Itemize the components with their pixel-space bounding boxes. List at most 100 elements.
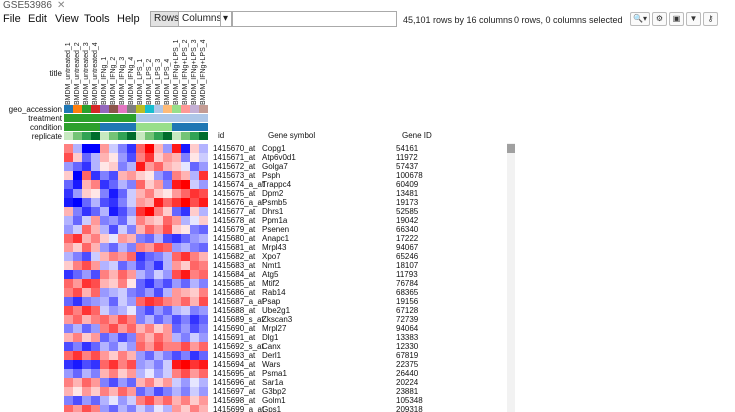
heatmap-cell[interactable] (109, 261, 118, 270)
heatmap-cell[interactable] (136, 279, 145, 288)
heatmap-cell[interactable] (181, 171, 190, 180)
heatmap-cell[interactable] (73, 216, 82, 225)
heatmap-cell[interactable] (154, 189, 163, 198)
heatmap-cell[interactable] (64, 252, 73, 261)
column-name[interactable]: BMDM_IFNg_4 (127, 38, 136, 105)
heatmap-cell[interactable] (100, 369, 109, 378)
heatmap-cell[interactable] (136, 297, 145, 306)
heatmap-cell[interactable] (163, 144, 172, 153)
table-row[interactable]: 1415684_at Atg5 11793 (212, 270, 508, 279)
heatmap-cell[interactable] (190, 261, 199, 270)
heatmap-cell[interactable] (91, 234, 100, 243)
heatmap-cell[interactable] (118, 369, 127, 378)
heatmap-cell[interactable] (91, 279, 100, 288)
heatmap-cell[interactable] (100, 333, 109, 342)
heatmap-cell[interactable] (100, 306, 109, 315)
heatmap-cell[interactable] (172, 252, 181, 261)
heatmap-cell[interactable] (154, 207, 163, 216)
heatmap-cell[interactable] (109, 207, 118, 216)
heatmap-cell[interactable] (190, 351, 199, 360)
column-name[interactable]: BMDM_IFNg_2 (109, 38, 118, 105)
heatmap-cell[interactable] (199, 189, 208, 198)
heatmap-cell[interactable] (127, 261, 136, 270)
heatmap-cell[interactable] (172, 288, 181, 297)
heatmap-cell[interactable] (64, 225, 73, 234)
heatmap-cell[interactable] (199, 351, 208, 360)
heatmap-cell[interactable] (100, 315, 109, 324)
heatmap-cell[interactable] (145, 297, 154, 306)
heatmap-cell[interactable] (181, 279, 190, 288)
close-icon[interactable]: ✕ (56, 0, 66, 11)
column-name[interactable]: BMDM_untreated_4 (91, 38, 100, 105)
table-row[interactable]: 1415690_at Mrpl27 94064 (212, 324, 508, 333)
table-row[interactable]: 1415676_a_at Psmb5 19173 (212, 198, 508, 207)
heatmap-cell[interactable] (109, 378, 118, 387)
heatmap-cell[interactable] (73, 180, 82, 189)
heatmap-cell[interactable] (127, 198, 136, 207)
heatmap-cell[interactable] (145, 405, 154, 412)
heatmap-cell[interactable] (73, 261, 82, 270)
heatmap-cell[interactable] (154, 342, 163, 351)
heatmap-cell[interactable] (136, 396, 145, 405)
table-row[interactable]: 1415691_at Dlg1 13383 (212, 333, 508, 342)
heatmap-cell[interactable] (82, 171, 91, 180)
heatmap-cell[interactable] (109, 324, 118, 333)
heatmap-cell[interactable] (145, 234, 154, 243)
heatmap-cell[interactable] (109, 216, 118, 225)
heatmap-cell[interactable] (163, 198, 172, 207)
heatmap-cell[interactable] (82, 216, 91, 225)
heatmap-cell[interactable] (118, 207, 127, 216)
heatmap-cell[interactable] (145, 279, 154, 288)
table-row[interactable]: 1415695_at Psma1 26440 (212, 369, 508, 378)
heatmap-cell[interactable] (127, 387, 136, 396)
heatmap-cell[interactable] (136, 144, 145, 153)
heatmap-cell[interactable] (100, 198, 109, 207)
heatmap-cell[interactable] (118, 261, 127, 270)
heatmap-cell[interactable] (109, 234, 118, 243)
heatmap-cell[interactable] (181, 378, 190, 387)
rows-toggle-button[interactable]: Rows (150, 11, 179, 27)
heatmap[interactable] (64, 144, 208, 412)
heatmap-cell[interactable] (127, 297, 136, 306)
menu-view[interactable]: View (55, 13, 79, 25)
heatmap-cell[interactable] (109, 405, 118, 412)
heatmap-cell[interactable] (181, 360, 190, 369)
heatmap-cell[interactable] (109, 387, 118, 396)
heatmap-cell[interactable] (91, 369, 100, 378)
heatmap-cell[interactable] (109, 288, 118, 297)
heatmap-cell[interactable] (73, 144, 82, 153)
heatmap-cell[interactable] (172, 153, 181, 162)
heatmap-cell[interactable] (109, 171, 118, 180)
heatmap-cell[interactable] (64, 234, 73, 243)
heatmap-cell[interactable] (64, 144, 73, 153)
heatmap-cell[interactable] (73, 243, 82, 252)
heatmap-cell[interactable] (136, 243, 145, 252)
heatmap-cell[interactable] (82, 153, 91, 162)
heatmap-cell[interactable] (163, 378, 172, 387)
heatmap-cell[interactable] (145, 333, 154, 342)
heatmap-cell[interactable] (181, 405, 190, 412)
heatmap-cell[interactable] (127, 153, 136, 162)
heatmap-cell[interactable] (154, 279, 163, 288)
heatmap-cell[interactable] (136, 369, 145, 378)
heatmap-cell[interactable] (127, 306, 136, 315)
heatmap-cell[interactable] (163, 369, 172, 378)
table-row[interactable]: 1415675_at Dpm2 13481 (212, 189, 508, 198)
heatmap-cell[interactable] (82, 333, 91, 342)
heatmap-cell[interactable] (100, 153, 109, 162)
heatmap-cell[interactable] (73, 324, 82, 333)
heatmap-cell[interactable] (172, 189, 181, 198)
heatmap-cell[interactable] (64, 297, 73, 306)
heatmap-cell[interactable] (82, 324, 91, 333)
heatmap-cell[interactable] (127, 216, 136, 225)
heatmap-cell[interactable] (199, 234, 208, 243)
heatmap-cell[interactable] (118, 288, 127, 297)
heatmap-cell[interactable] (100, 396, 109, 405)
heatmap-cell[interactable] (73, 387, 82, 396)
heatmap-cell[interactable] (190, 360, 199, 369)
heatmap-cell[interactable] (136, 252, 145, 261)
heatmap-cell[interactable] (73, 351, 82, 360)
heatmap-cell[interactable] (145, 378, 154, 387)
heatmap-cell[interactable] (127, 171, 136, 180)
heatmap-cell[interactable] (154, 261, 163, 270)
